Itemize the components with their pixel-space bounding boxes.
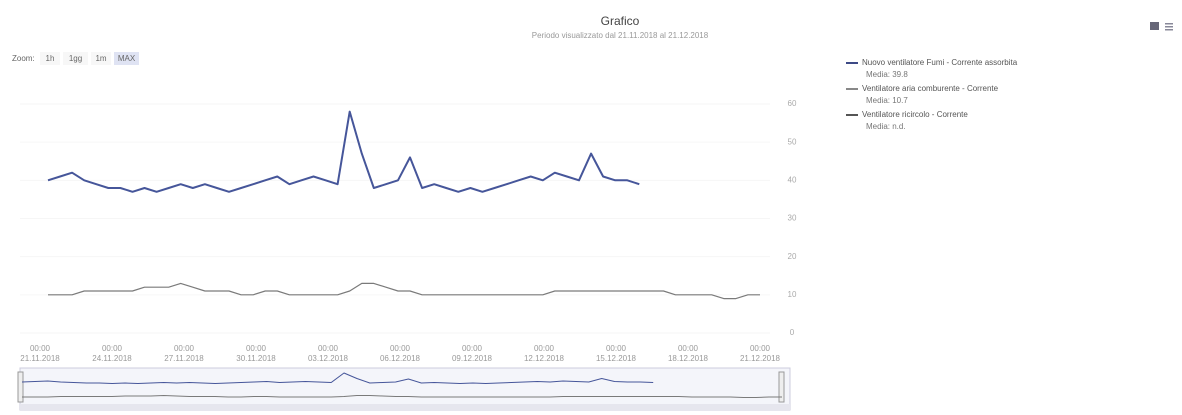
- x-tick-time: 00:00: [246, 344, 267, 353]
- navigator-handle[interactable]: [17, 371, 24, 403]
- legend-sub[interactable]: Media: 10.7: [866, 96, 908, 105]
- x-tick-date: 06.12.2018: [380, 354, 421, 363]
- subtitle: Periodo visualizzato dal 21.11.2018 al 2…: [532, 31, 709, 40]
- y-tick-label: 10: [788, 290, 797, 299]
- x-tick-date: 30.11.2018: [236, 354, 276, 363]
- menu-icon[interactable]: [1165, 29, 1173, 31]
- menu-icons[interactable]: [1150, 22, 1173, 31]
- navigator-handle[interactable]: [778, 371, 785, 403]
- zoom-button[interactable]: [114, 52, 139, 65]
- y-tick-label: 0: [790, 328, 795, 337]
- x-tick-date: 15.12.2018: [596, 354, 637, 363]
- x-tick-date: 18.12.2018: [668, 354, 709, 363]
- navigator[interactable]: [19, 367, 791, 411]
- navigator-line: [21, 372, 654, 384]
- x-tick-time: 00:00: [318, 344, 339, 353]
- series-line: [47, 110, 640, 193]
- x-tick-date: 24.11.2018: [92, 354, 132, 363]
- zoom-button-label[interactable]: 1m: [95, 54, 106, 63]
- zoom-button[interactable]: [91, 52, 111, 65]
- zoom-button-label[interactable]: 1gg: [69, 54, 82, 63]
- zoom-button[interactable]: [63, 52, 88, 65]
- y-tick-label: 20: [788, 252, 797, 261]
- x-tick-date: 12.12.2018: [524, 354, 565, 363]
- x-tick-time: 00:00: [534, 344, 555, 353]
- y-tick-label: 60: [788, 99, 797, 108]
- menu-icon[interactable]: [1165, 26, 1173, 28]
- x-tick-time: 00:00: [678, 344, 699, 353]
- series-line: [48, 282, 760, 300]
- zoom-button[interactable]: [40, 52, 60, 65]
- x-tick-time: 00:00: [606, 344, 627, 353]
- x-tick-time: 00:00: [174, 344, 195, 353]
- x-tick-time: 00:00: [750, 344, 771, 353]
- x-tick-time: 00:00: [102, 344, 123, 353]
- x-tick-time: 00:00: [30, 344, 51, 353]
- x-tick-date: 03.12.2018: [308, 354, 349, 363]
- zoom-button-label[interactable]: 1h: [46, 54, 55, 63]
- legend-sub[interactable]: Media: 39.8: [866, 70, 908, 79]
- x-tick-time: 00:00: [462, 344, 483, 353]
- navigator-line: [22, 395, 782, 398]
- zoom-button-label[interactable]: MAX: [118, 54, 136, 63]
- x-tick-date: 09.12.2018: [452, 354, 493, 363]
- x-tick-time: 00:00: [390, 344, 411, 353]
- legend-name[interactable]: Ventilatore ricircolo - Corrente: [862, 110, 968, 119]
- y-tick-label: 40: [788, 175, 797, 184]
- y-tick-label: 50: [788, 137, 797, 146]
- legend-name[interactable]: Ventilatore aria comburente - Corrente: [862, 84, 999, 93]
- scrollbar[interactable]: [20, 404, 790, 410]
- x-tick-date: 21.11.2018: [20, 354, 60, 363]
- legend-sub[interactable]: Media: n.d.: [866, 122, 906, 131]
- y-tick-label: 30: [788, 214, 797, 223]
- print-icon[interactable]: [1150, 22, 1159, 30]
- menu-icon[interactable]: [1165, 23, 1173, 25]
- x-tick-date: 27.11.2018: [164, 354, 204, 363]
- legend-name[interactable]: Nuovo ventilatore Fumi - Corrente assorb…: [862, 58, 1018, 67]
- zoom-label: Zoom:: [12, 54, 35, 63]
- x-tick-date: 21.12.2018: [740, 354, 781, 363]
- title: Grafico: [601, 14, 640, 28]
